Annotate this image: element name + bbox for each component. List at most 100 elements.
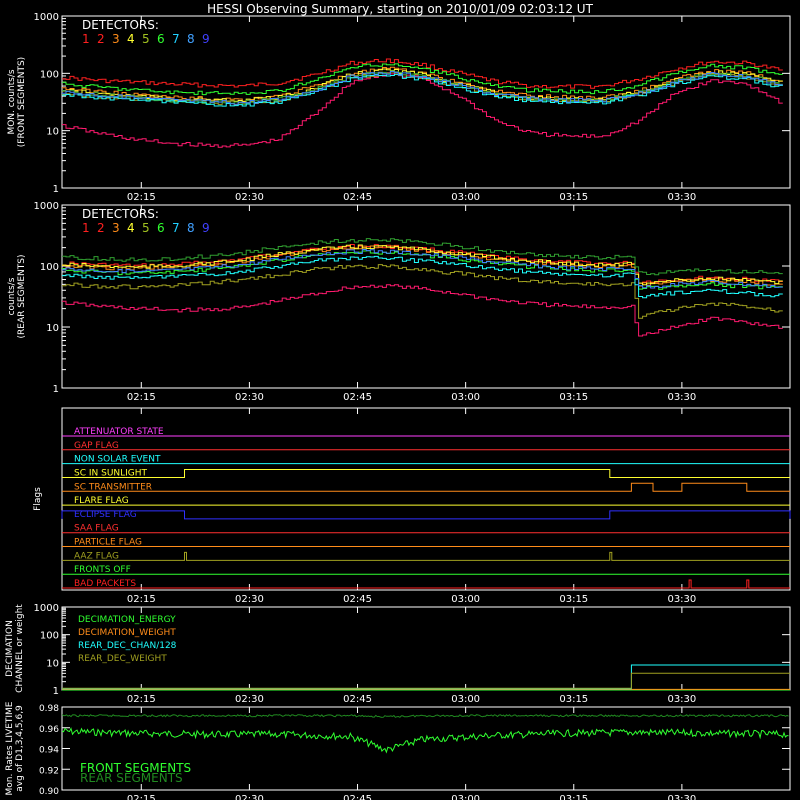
rear-x-tick-label: 02:30 — [235, 392, 264, 403]
flag-line-9 — [62, 551, 790, 561]
livetime-y-label: Mon. Rates LIVETIME — [5, 701, 15, 795]
flag-line-3 — [62, 469, 790, 478]
front-legend-title: DETECTORS: — [82, 18, 159, 32]
front-x-tick-label: 02:15 — [127, 192, 156, 203]
chart-title: HESSI Observing Summary, starting on 201… — [207, 2, 593, 16]
livetime-series-0 — [61, 727, 789, 754]
decimation-legend-2: REAR_DEC_CHAN/128 — [78, 641, 177, 651]
front-legend-item-7: 7 — [172, 32, 180, 46]
flag-line-11 — [62, 579, 790, 589]
livetime-x-tick-label: 03:00 — [451, 794, 480, 800]
front-x-tick-label: 03:00 — [451, 192, 480, 203]
rear-x-tick-label: 02:45 — [343, 392, 372, 403]
front-x-tick-label: 03:15 — [559, 192, 588, 203]
flag-label-10: FRONTS OFF — [74, 565, 131, 575]
flag-line-4 — [62, 482, 790, 492]
livetime-x-tick-label: 03:30 — [667, 794, 696, 800]
front-legend-item-1: 1 — [82, 32, 90, 46]
flag-label-0: ATTENUATOR STATE — [74, 427, 164, 437]
decimation-x-tick-label: 03:30 — [667, 694, 696, 705]
livetime-x-tick-label: 02:30 — [235, 794, 264, 800]
livetime-y-tick-label: 0.92 — [39, 766, 59, 776]
decimation-x-tick-label: 03:15 — [559, 694, 588, 705]
rear-legend-item-2: 2 — [97, 221, 105, 235]
flag-label-4: SC TRANSMITTER — [74, 482, 152, 492]
livetime-y-label: avg of D1,3,4,5,6,9 — [15, 705, 25, 792]
front-x-tick-label: 02:45 — [343, 192, 372, 203]
front-series-6 — [62, 63, 783, 96]
rear-legend-item-6: 6 — [157, 221, 165, 235]
front-legend-item-8: 8 — [187, 32, 195, 46]
rear-series-8 — [62, 255, 783, 299]
flag-label-2: NON SOLAR EVENT — [74, 455, 161, 465]
front-legend-item-4: 4 — [127, 32, 135, 46]
front-legend-item-2: 2 — [97, 32, 105, 46]
rear-legend-item-4: 4 — [127, 221, 135, 235]
rear-series-5 — [62, 264, 783, 319]
rear-legend-title: DETECTORS: — [82, 207, 159, 221]
livetime-legend-1: REAR SEGMENTS — [80, 771, 183, 785]
flags-x-tick-label: 02:45 — [343, 594, 372, 605]
rear-x-tick-label: 02:15 — [127, 392, 156, 403]
flag-label-6: ECLIPSE FLAG — [74, 510, 137, 520]
front-y-tick-label: 100 — [40, 69, 59, 80]
decimation-y-tick-label: 1000 — [34, 603, 59, 614]
flag-label-5: FLARE FLAG — [74, 496, 129, 506]
decimation-x-tick-label: 02:30 — [235, 694, 264, 705]
front-legend-item-6: 6 — [157, 32, 165, 46]
front-x-tick-label: 03:30 — [667, 192, 696, 203]
rear-legend-item-7: 7 — [172, 221, 180, 235]
front-x-tick-label: 02:30 — [235, 192, 264, 203]
front-y-tick-label: 10 — [46, 127, 59, 138]
flag-label-1: GAP FLAG — [74, 441, 119, 451]
decimation-y-tick-label: 10 — [46, 658, 59, 669]
rear-x-tick-label: 03:30 — [667, 392, 696, 403]
decimation-y-tick-label: 1 — [53, 686, 59, 697]
rear-y-tick-label: 1 — [53, 384, 59, 395]
flag-label-3: SC IN SUNLIGHT — [74, 468, 148, 478]
flags-x-tick-label: 02:15 — [127, 594, 156, 605]
rear-series-2 — [62, 284, 783, 337]
flags-x-tick-label: 03:15 — [559, 594, 588, 605]
decimation-x-tick-label: 03:00 — [451, 694, 480, 705]
rear-y-tick-label: 10 — [46, 323, 59, 334]
front-legend-item-9: 9 — [202, 32, 210, 46]
rear-series-9 — [62, 249, 783, 289]
flags-x-tick-label: 03:30 — [667, 594, 696, 605]
livetime-y-tick-label: 0.94 — [39, 746, 59, 756]
rear-series-4 — [62, 244, 783, 286]
decimation-legend-1: DECIMATION_WEIGHT — [78, 628, 176, 638]
rear-series-7 — [62, 238, 783, 276]
decimation-y-label: CHANNEL or weight — [15, 604, 25, 693]
decimation-x-tick-label: 02:15 — [127, 694, 156, 705]
livetime-x-tick-label: 02:15 — [127, 794, 156, 800]
flags-frame — [61, 407, 791, 591]
rear-legend-item-8: 8 — [187, 221, 195, 235]
rear-legend-item-3: 3 — [112, 221, 120, 235]
rear-x-tick-label: 03:15 — [559, 392, 588, 403]
front-y-label: (FRONT SEGMENTS) — [17, 57, 27, 147]
front-y-tick-label: 1000 — [34, 12, 59, 23]
front-legend-item-5: 5 — [142, 32, 150, 46]
flag-label-8: PARTICLE FLAG — [74, 538, 142, 548]
rear-legend-item-1: 1 — [82, 221, 90, 235]
livetime-y-tick-label: 0.90 — [39, 787, 59, 797]
rear-x-tick-label: 03:00 — [451, 392, 480, 403]
front-frame — [61, 15, 791, 189]
rear-legend-item-9: 9 — [202, 221, 210, 235]
rear-y-label: counts/s — [7, 277, 17, 315]
rear-legend-item-5: 5 — [142, 221, 150, 235]
livetime-x-tick-label: 02:45 — [343, 794, 372, 800]
flag-label-7: SAA FLAG — [74, 524, 119, 534]
rear-y-tick-label: 1000 — [34, 201, 59, 212]
front-series-1 — [62, 58, 783, 89]
flags-x-tick-label: 02:30 — [235, 594, 264, 605]
livetime-series-1 — [61, 714, 789, 718]
flag-label-11: BAD PACKETS — [74, 579, 136, 589]
rear-y-label: (REAR SEGMENTS) — [17, 254, 27, 338]
flag-line-6 — [61, 510, 791, 520]
decimation-y-tick-label: 100 — [40, 631, 59, 642]
rear-y-tick-label: 100 — [40, 262, 59, 273]
